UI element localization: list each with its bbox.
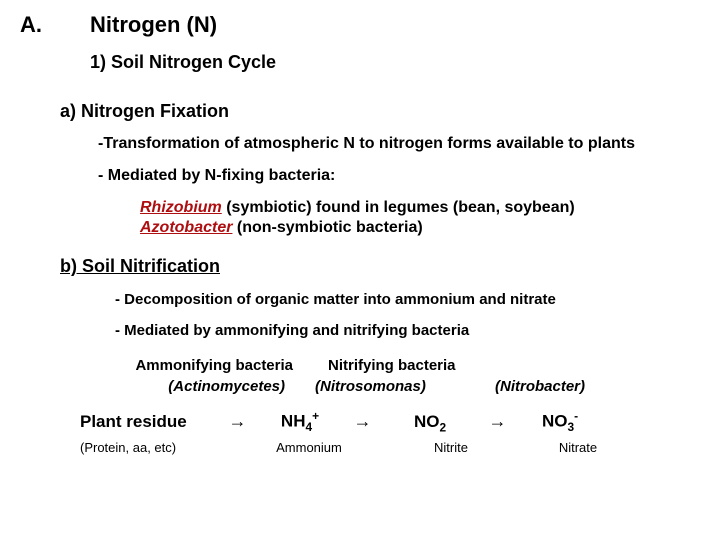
page-title: Nitrogen (N) (90, 12, 217, 38)
genus-rhizobium-desc: (symbiotic) found in legumes (bean, soyb… (222, 199, 575, 216)
nitrite-label: Nitrite (411, 440, 491, 455)
nitrobacter-label: (Nitrobacter) (495, 378, 690, 395)
bacteria-genus-row: (Actinomycetes) (Nitrosomonas) (Nitrobac… (20, 378, 690, 395)
ammonifying-label: Ammonifying bacteria (20, 357, 328, 374)
arrow-3: → (470, 411, 525, 432)
section-b-heading: b) Soil Nitrification (60, 256, 690, 277)
chemical-equation-row: Plant residue → NH4+ → NO2 → NO3- (80, 409, 690, 434)
section-b-line1: - Decomposition of organic matter into a… (115, 291, 690, 308)
section-a-heading: a) Nitrogen Fixation (60, 101, 690, 122)
chemical-labels-row: (Protein, aa, etc) Ammonium Nitrite Nitr… (80, 440, 690, 455)
genus-azotobacter-desc: (non-symbiotic bacteria) (232, 219, 422, 236)
genus-azotobacter: Azotobacter (140, 219, 232, 236)
section-a-line2: - Mediated by N-fixing bacteria: (98, 166, 690, 186)
nitrifying-label: Nitrifying bacteria (328, 357, 508, 374)
section-letter: A. (20, 12, 90, 38)
section-b-line2: - Mediated by ammonifying and nitrifying… (115, 322, 690, 339)
protein-label: (Protein, aa, etc) (80, 440, 210, 455)
bacteria-block: Rhizobium (symbiotic) found in legumes (… (140, 198, 690, 238)
nitrosomonas-label: (Nitrosomonas) (315, 378, 495, 395)
genus-rhizobium: Rhizobium (140, 199, 222, 216)
no3-species: NO3- (525, 409, 595, 434)
actinomycetes-label: (Actinomycetes) (20, 378, 315, 395)
plant-residue-label: Plant residue (80, 412, 210, 432)
ammonium-label: Ammonium (265, 440, 353, 455)
arrow-2: → (335, 411, 390, 432)
arrow-1: → (210, 411, 265, 432)
no2-species: NO2 (390, 412, 470, 434)
nh4-species: NH4+ (265, 409, 335, 434)
bacteria-header-row: Ammonifying bacteria Nitrifying bacteria (20, 357, 690, 374)
section-a-line1: -Transformation of atmospheric N to nitr… (98, 134, 690, 154)
nitrate-label: Nitrate (543, 440, 613, 455)
subtitle: 1) Soil Nitrogen Cycle (90, 52, 690, 73)
